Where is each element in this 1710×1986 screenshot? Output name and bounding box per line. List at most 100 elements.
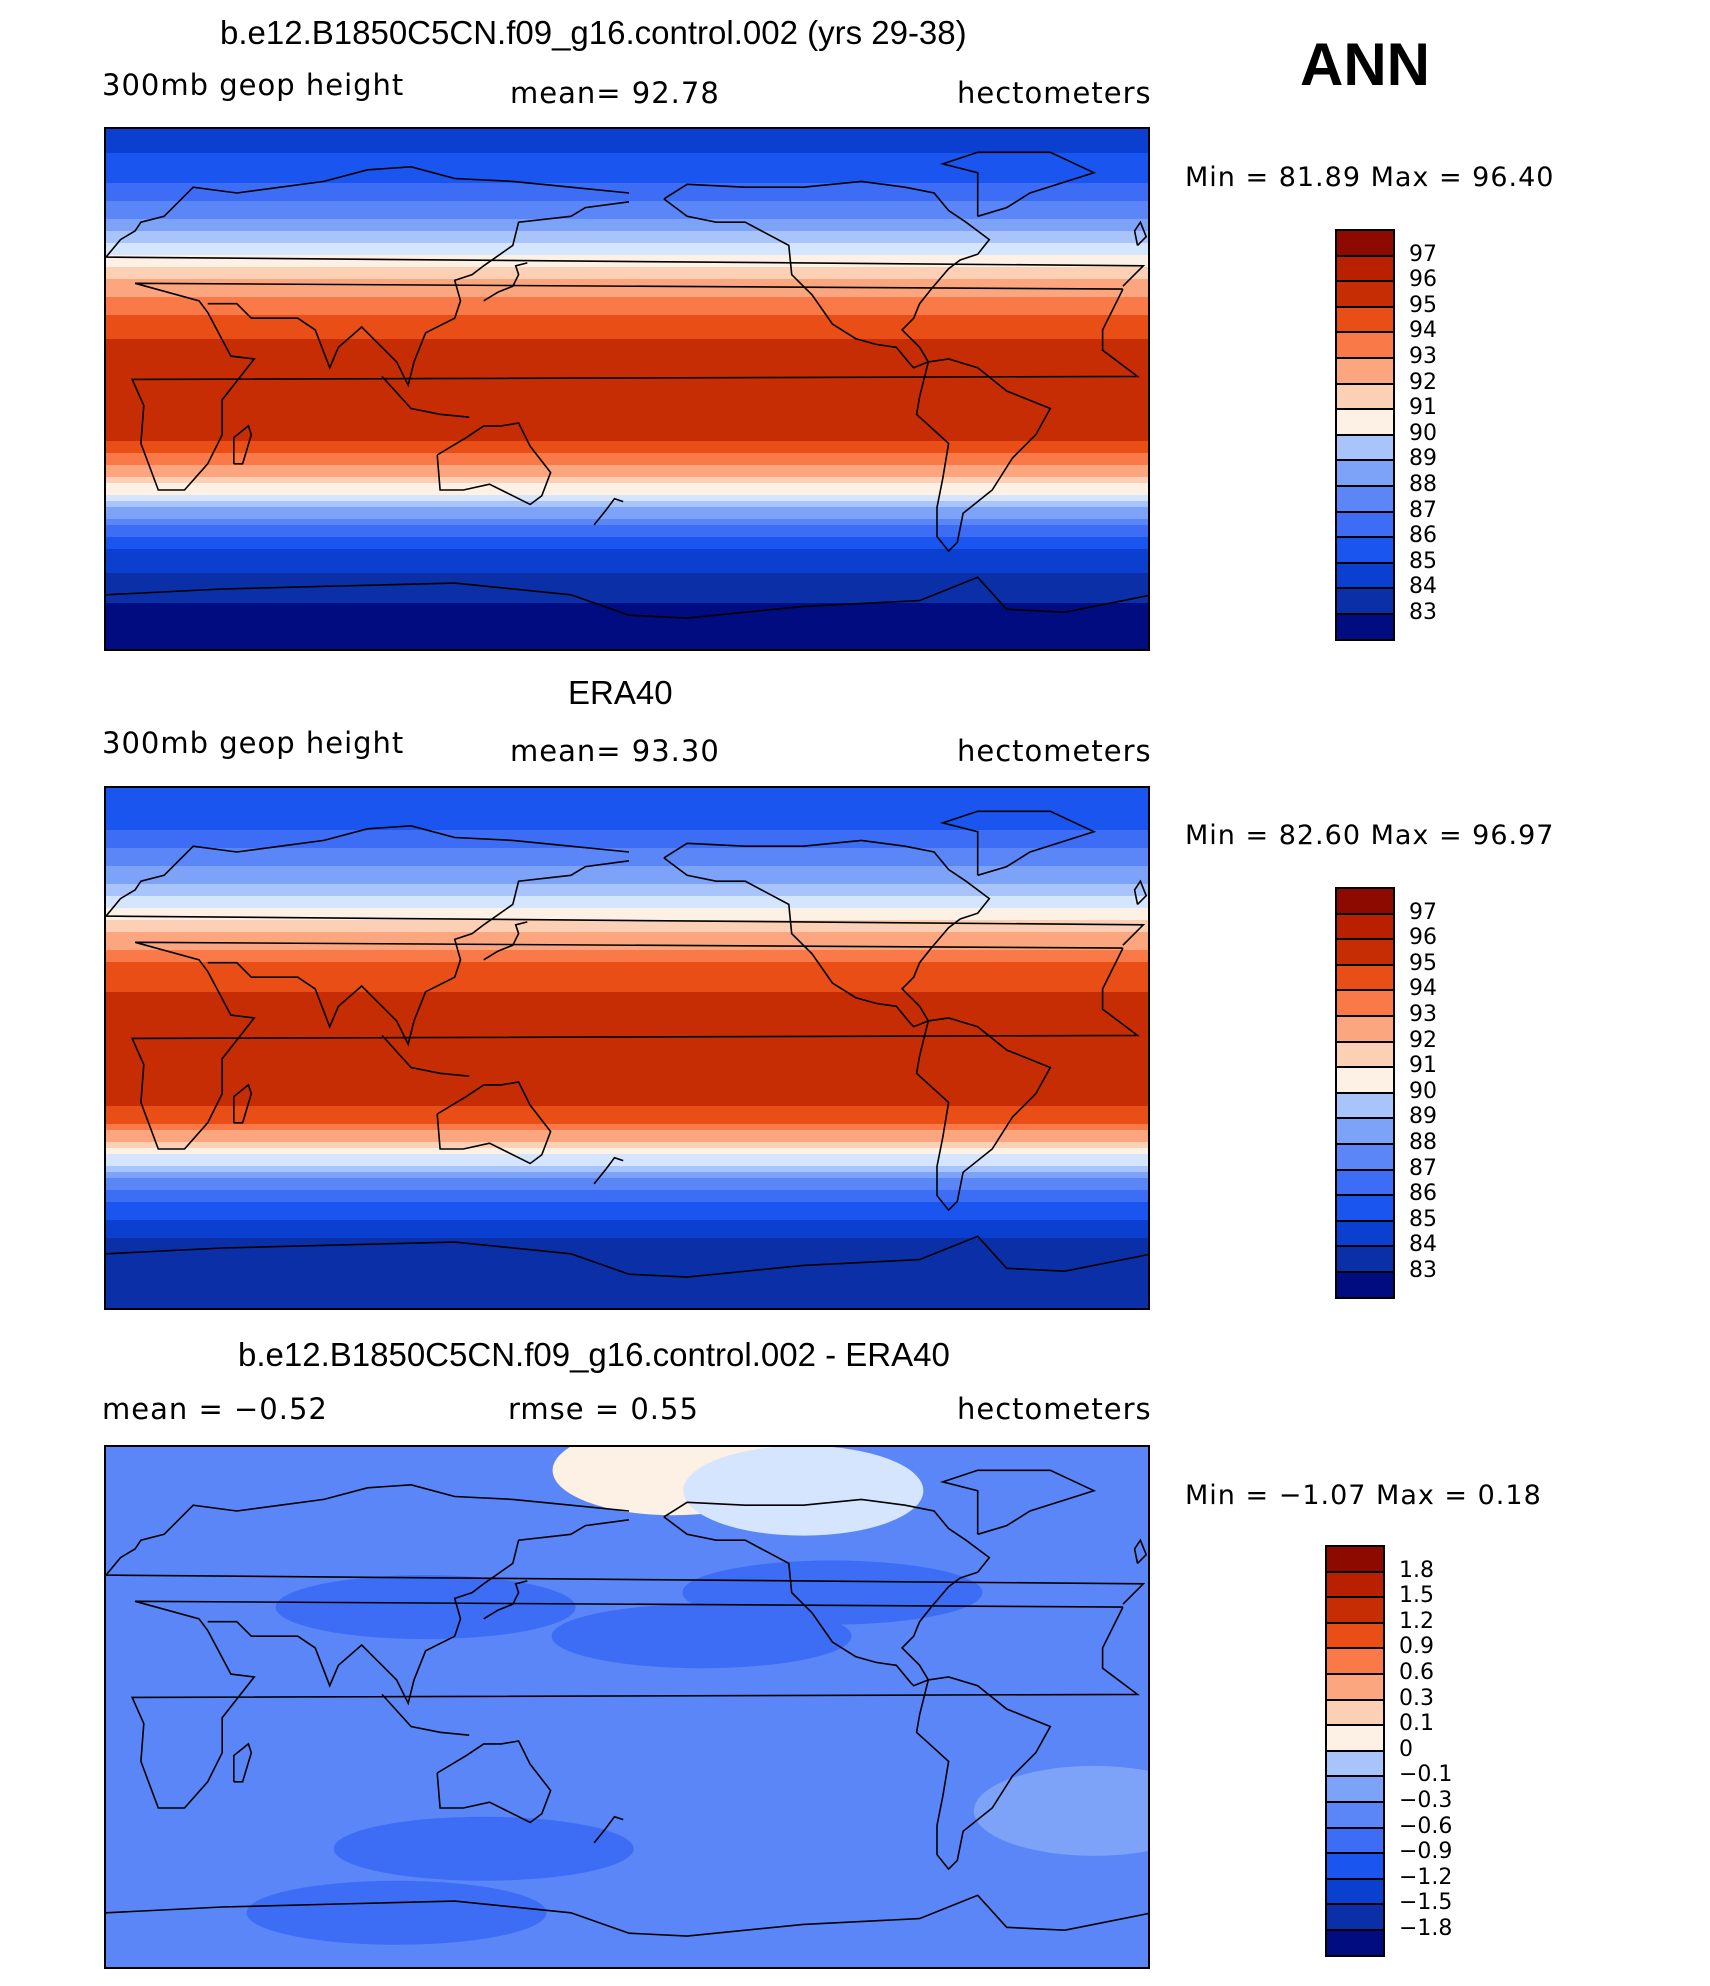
panel-2-band [106, 1160, 1148, 1167]
colorbar-tick-label: 1.2 [1399, 1608, 1434, 1634]
colorbar-cell [1335, 485, 1395, 513]
panel-2-band [106, 1040, 1148, 1047]
panel-1-band [106, 519, 1148, 526]
colorbar-tick-label: 97 [1409, 899, 1437, 925]
panel-2-band [106, 1196, 1148, 1203]
colorbar-cell [1325, 1698, 1385, 1727]
panel-1-band [106, 159, 1148, 166]
colorbar-tick-label: 95 [1409, 950, 1437, 976]
panel-1-band [106, 279, 1148, 286]
panel-1-band [106, 129, 1148, 136]
panel-1-band [106, 453, 1148, 460]
colorbar-tick-label: 86 [1409, 523, 1437, 549]
colorbar-cell [1335, 1194, 1395, 1222]
panel-1-band [106, 525, 1148, 532]
panel-2-coastline [915, 1017, 1052, 1212]
panel-3-anomaly [551, 1604, 852, 1669]
panel-1-band [106, 483, 1148, 490]
panel-2-band [106, 794, 1148, 801]
panel-2-band [106, 902, 1148, 909]
panel-1-band [106, 333, 1148, 340]
panel-1-band [106, 141, 1148, 148]
panel-2-band [106, 818, 1148, 825]
colorbar-tick-label: −0.9 [1399, 1839, 1453, 1865]
panel-2-band [106, 956, 1148, 963]
colorbar-cell [1335, 938, 1395, 966]
panel-2-band [106, 1046, 1148, 1053]
colorbar-tick-label: 0.3 [1399, 1685, 1434, 1711]
panel-2-band [106, 992, 1148, 999]
panel-2-band [106, 1016, 1148, 1023]
colorbar-tick-label: 0.6 [1399, 1660, 1434, 1685]
panel-2-band [106, 1004, 1148, 1011]
colorbar-cell [1335, 1117, 1395, 1145]
colorbar-cell [1325, 1877, 1385, 1906]
panel-3-coastline [939, 1469, 1097, 1536]
colorbar-cell [1325, 1621, 1385, 1650]
panel-1-band [106, 501, 1148, 508]
panel-2-band [106, 1202, 1148, 1209]
panel-3-coastline [130, 1600, 1140, 1809]
panel-3-coastline [593, 1815, 624, 1844]
colorbar-cell [1325, 1929, 1385, 1957]
colorbar-cell [1335, 1040, 1395, 1069]
panel-2-coastline [106, 1235, 1148, 1278]
panel-3-anomaly [973, 1765, 1148, 1856]
colorbar-cell [1335, 254, 1395, 283]
panel-1-band [106, 201, 1148, 208]
panel-1-coastline [381, 375, 470, 418]
panel-2-band [106, 1100, 1148, 1107]
panel-2-band [106, 1136, 1148, 1143]
panel-2-units-label: hectometers [957, 734, 1152, 768]
panel-2-band [106, 944, 1148, 951]
colorbar-tick-label: 83 [1409, 600, 1437, 625]
panel-3-anomaly [275, 1575, 576, 1640]
colorbar-cell [1325, 1545, 1385, 1573]
panel-2-minmax: Min = 82.60 Max = 96.97 [1185, 820, 1555, 851]
panel-1-band [106, 261, 1148, 268]
colorbar-cell [1325, 1647, 1385, 1675]
colorbar-cell [1335, 561, 1395, 590]
panel-1-band [106, 297, 1148, 304]
panel-2-band [106, 1028, 1148, 1035]
panel-1-band [106, 393, 1148, 400]
panel-2-band [106, 1148, 1148, 1155]
panel-2-band [106, 1076, 1148, 1083]
panel-2-band [106, 980, 1148, 987]
panel-2-band [106, 1244, 1148, 1251]
colorbar-tick-label: −0.1 [1399, 1762, 1453, 1788]
panel-2-band [106, 926, 1148, 933]
colorbar-tick-label: 85 [1409, 548, 1437, 574]
panel-1-band [106, 459, 1148, 466]
panel-1-band [106, 135, 1148, 142]
panel-2-band [106, 872, 1148, 879]
colorbar-tick-label: 92 [1409, 369, 1437, 395]
panel-1-band [106, 291, 1148, 298]
panel-1-band [106, 219, 1148, 226]
colorbar-cell [1325, 1903, 1385, 1931]
panel-2-band [106, 1214, 1148, 1221]
panel-1-band [106, 477, 1148, 484]
colorbar-tick-label: 96 [1409, 925, 1437, 951]
panel-2-band [106, 1220, 1148, 1227]
panel-1-band [106, 309, 1148, 316]
panel-2-band [106, 1178, 1148, 1185]
panel-2-band [106, 1082, 1148, 1089]
panel-3-rmse-label: rmse = 0.55 [508, 1392, 699, 1426]
panel-1-band [106, 645, 1148, 649]
panel-1-units-label: hectometers [957, 76, 1152, 110]
colorbar-tick-label: 0.9 [1399, 1634, 1434, 1660]
panel-2-band [106, 1256, 1148, 1263]
panel-2-map-svg [106, 788, 1148, 1308]
panel-1-band [106, 147, 1148, 154]
colorbar-tick-label: 0.1 [1399, 1711, 1434, 1737]
panel-2-band [106, 920, 1148, 927]
season-label: ANN [1300, 31, 1430, 98]
panel-1-band [106, 585, 1148, 592]
panel-1-coastline [483, 262, 528, 302]
colorbar-cell [1335, 357, 1395, 385]
panel-1-band [106, 285, 1148, 292]
panel-2-title: ERA40 [568, 674, 673, 711]
panel-2-band [106, 1298, 1148, 1305]
panel-1-band [106, 225, 1148, 232]
